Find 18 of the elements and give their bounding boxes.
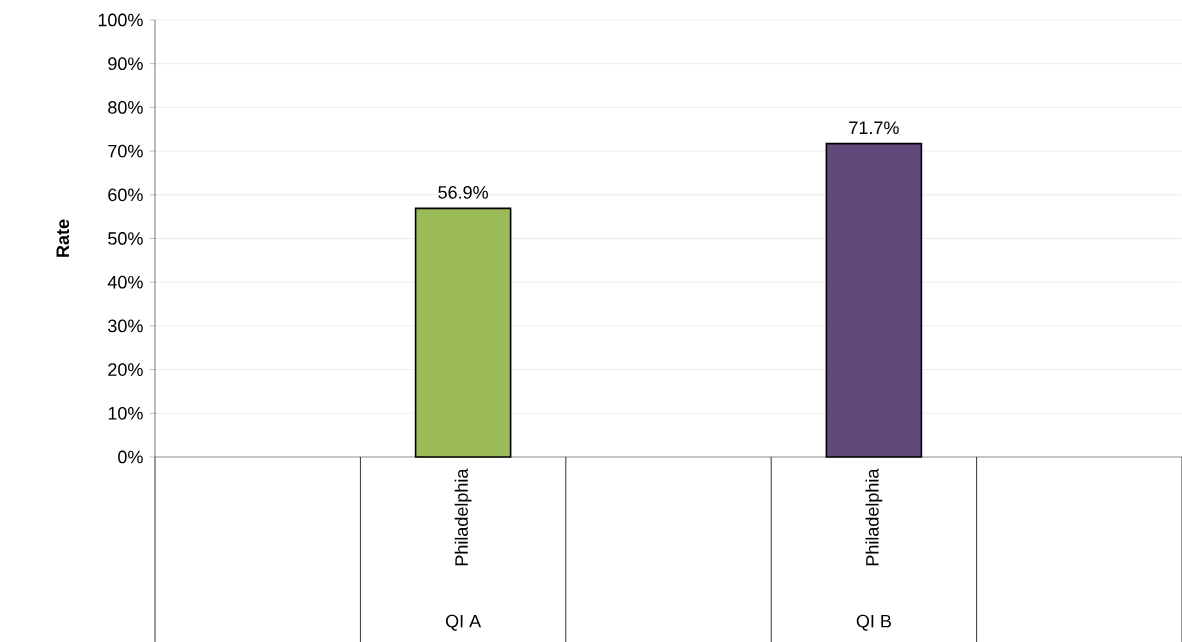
y-tick-label: 60% xyxy=(108,188,143,202)
text: QI B xyxy=(856,614,891,631)
y-tick-label: 80% xyxy=(108,101,143,114)
y-tick-label: 100% xyxy=(98,13,143,27)
y-tick-label: 30% xyxy=(108,319,143,333)
y-tick-label: 0% xyxy=(118,450,143,464)
y-tick-label: 70% xyxy=(108,144,143,158)
y-axis-title: Rate xyxy=(56,219,70,257)
data-label: 56.9% xyxy=(438,186,488,199)
y-tick-label: 40% xyxy=(107,275,143,289)
x-tick-label: Philadelphia xyxy=(454,468,472,566)
data-label: 71.7% xyxy=(849,121,899,135)
text: QI A xyxy=(445,614,482,631)
y-tick-label: 50% xyxy=(108,232,143,245)
y-tick-label: 10% xyxy=(108,406,143,420)
y-tick-label: 20% xyxy=(108,363,143,376)
y-tick-label: 90% xyxy=(108,57,143,71)
x-tick-label: Philadelphia xyxy=(865,468,883,566)
